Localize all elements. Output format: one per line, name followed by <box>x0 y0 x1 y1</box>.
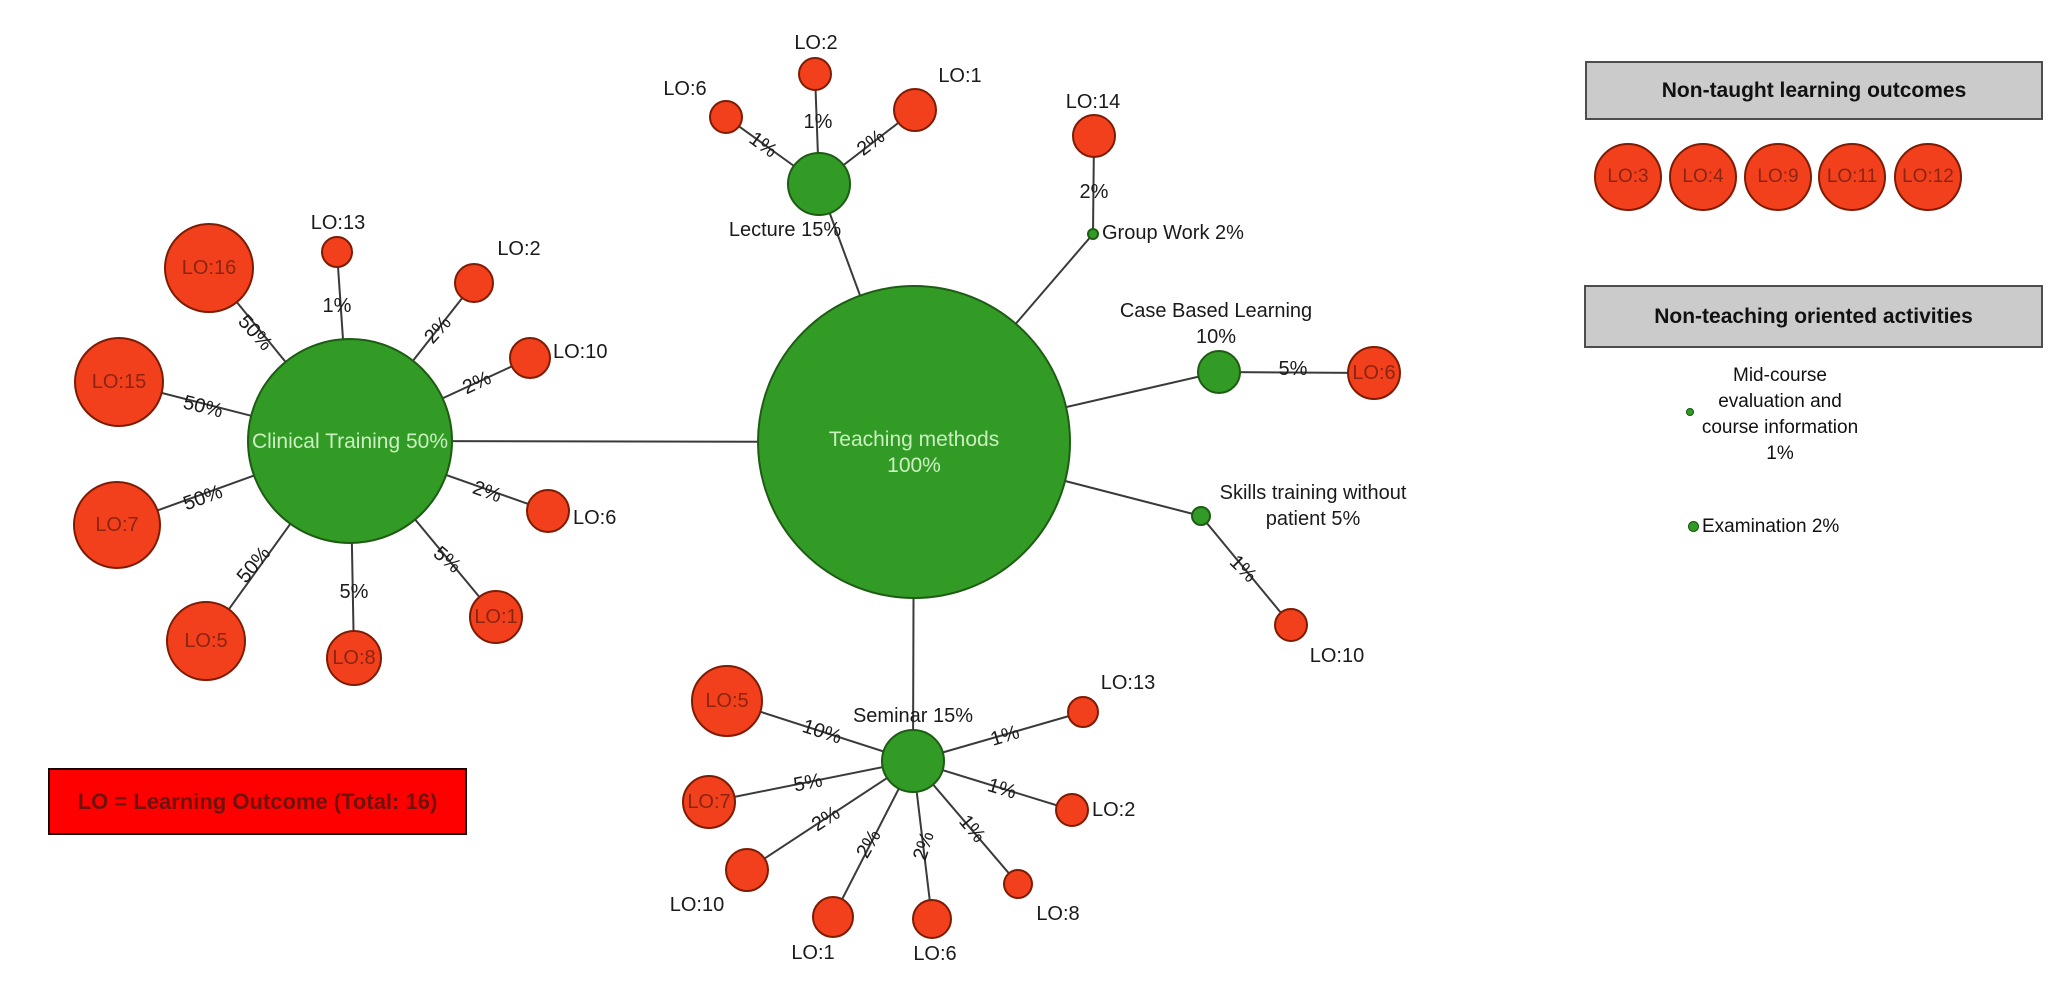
label-c-lo7: LO:7 <box>95 514 138 536</box>
edge-label-groupwork-g-lo14: 2% <box>1080 181 1109 203</box>
node-teaching <box>757 285 1071 599</box>
label-s-lo5: LO:5 <box>705 690 748 712</box>
label-l-lo6: LO:6 <box>663 78 706 100</box>
edge-label-cbl-b-lo6: 5% <box>1279 358 1308 380</box>
lo-definition-legend: LO = Learning Outcome (Total: 16) <box>48 768 467 835</box>
edge-label-clinical-c-lo2: 2% <box>420 312 456 348</box>
non-taught-circle-lo-3: LO:3 <box>1594 143 1662 211</box>
node-b-lo6 <box>1347 346 1401 400</box>
edge-label-seminar-s-lo10: 2% <box>808 802 844 836</box>
edge-label-clinical-c-lo15: 50% <box>181 391 225 422</box>
label-lecture: Lecture 15% <box>729 219 842 241</box>
examination-activity-dot <box>1688 521 1699 532</box>
node-lecture <box>787 152 851 216</box>
label-clinical: Clinical Training 50% <box>252 430 448 453</box>
non-taught-circle-lo-4: LO:4 <box>1669 143 1737 211</box>
edge-label-seminar-s-lo7: 5% <box>792 769 825 796</box>
node-s-lo7 <box>682 775 736 829</box>
node-groupwork <box>1087 228 1099 240</box>
edge-label-seminar-s-lo6: 2% <box>909 829 939 863</box>
node-c-lo7 <box>73 481 161 569</box>
node-s-lo13 <box>1067 696 1099 728</box>
node-c-lo1 <box>469 590 523 644</box>
node-c-lo5 <box>166 601 246 681</box>
label-c-lo1: LO:1 <box>474 606 517 628</box>
midcourse-activity-label: Mid-course evaluation and course informa… <box>1701 365 1859 464</box>
label-l-lo1: LO:1 <box>938 65 981 87</box>
edge-label-lecture-l-lo2: 1% <box>804 111 833 133</box>
label-g-lo14: LO:14 <box>1066 91 1120 113</box>
node-s-lo8 <box>1003 869 1033 899</box>
node-l-lo1 <box>893 88 937 132</box>
edge-label-seminar-s-lo13: 1% <box>988 721 1022 751</box>
edge-label-lecture-l-lo1: 2% <box>853 125 889 160</box>
node-c-lo13 <box>321 236 353 268</box>
node-c-lo6 <box>526 489 570 533</box>
edge-label-clinical-c-lo8: 5% <box>340 581 369 603</box>
label-c-lo5: LO:5 <box>184 630 227 652</box>
non-taught-circle-lo-9: LO:9 <box>1744 143 1812 211</box>
label-c-lo10: LO:10 <box>553 341 607 363</box>
edge-label-clinical-c-lo5: 50% <box>233 542 276 587</box>
edge-label-seminar-s-lo1: 2% <box>852 826 886 862</box>
edge-label-clinical-c-lo13: 1% <box>323 295 352 317</box>
edge-seminar-s-lo7 <box>708 760 914 803</box>
label-c-lo6: LO:6 <box>573 507 616 529</box>
edge-label-clinical-c-lo16: 50% <box>233 311 276 356</box>
label-s-lo2: LO:2 <box>1092 799 1135 821</box>
node-k-lo10 <box>1274 608 1308 642</box>
label-teaching: Teaching methods 100% <box>829 428 999 477</box>
node-g-lo14 <box>1072 114 1116 158</box>
label-b-lo6: LO:6 <box>1352 362 1395 384</box>
label-s-lo1: LO:1 <box>791 942 834 964</box>
node-c-lo8 <box>326 630 382 686</box>
node-s-lo5 <box>691 665 763 737</box>
label-c-lo8: LO:8 <box>332 647 375 669</box>
label-l-lo2: LO:2 <box>794 32 837 54</box>
node-c-lo16 <box>164 223 254 313</box>
non-teaching-activities-header: Non-teaching oriented activities <box>1584 285 2043 348</box>
label-s-lo10: LO:10 <box>670 894 724 916</box>
label-c-lo16: LO:16 <box>182 257 236 279</box>
edge-label-clinical-c-lo10: 2% <box>459 367 495 399</box>
edge-label-clinical-c-lo6: 2% <box>470 477 505 508</box>
examination-activity-label: Examination 2% <box>1702 516 1840 537</box>
node-s-lo1 <box>812 896 854 938</box>
label-k-lo10: LO:10 <box>1310 645 1364 667</box>
midcourse-activity-dot <box>1686 408 1694 416</box>
node-cbl <box>1197 350 1241 394</box>
node-clinical <box>247 338 453 544</box>
label-s-lo13: LO:13 <box>1101 672 1155 694</box>
node-s-lo6 <box>912 899 952 939</box>
edge-label-lecture-l-lo6: 1% <box>745 128 781 163</box>
label-c-lo13: LO:13 <box>311 212 365 234</box>
node-seminar <box>881 729 945 793</box>
node-s-lo2 <box>1055 793 1089 827</box>
label-s-lo8: LO:8 <box>1036 903 1079 925</box>
edge-skills-k-lo10 <box>1200 515 1292 626</box>
node-skills <box>1191 506 1211 526</box>
label-s-lo7: LO:7 <box>687 791 730 813</box>
node-c-lo2 <box>454 263 494 303</box>
label-seminar: Seminar 15% <box>853 705 973 727</box>
label-skills: Skills training without patient 5% <box>1220 482 1407 530</box>
edge-label-clinical-c-lo7: 50% <box>180 481 225 515</box>
non-taught-circle-lo-12: LO:12 <box>1894 143 1962 211</box>
node-l-lo6 <box>709 100 743 134</box>
non-taught-circle-lo-11: LO:11 <box>1818 143 1886 211</box>
label-cbl: Case Based Learning 10% <box>1120 300 1312 348</box>
node-s-lo10 <box>725 848 769 892</box>
label-c-lo15: LO:15 <box>92 371 146 393</box>
edge-seminar-s-lo10 <box>746 760 914 871</box>
edge-label-seminar-s-lo5: 10% <box>800 715 845 748</box>
node-l-lo2 <box>798 57 832 91</box>
node-c-lo10 <box>509 337 551 379</box>
label-c-lo2: LO:2 <box>497 238 540 260</box>
non-taught-outcomes-header: Non-taught learning outcomes <box>1585 61 2043 120</box>
label-s-lo6: LO:6 <box>913 943 956 965</box>
label-groupwork: Group Work 2% <box>1102 222 1244 244</box>
node-c-lo15 <box>74 337 164 427</box>
edge-label-seminar-s-lo2: 1% <box>985 774 1019 804</box>
